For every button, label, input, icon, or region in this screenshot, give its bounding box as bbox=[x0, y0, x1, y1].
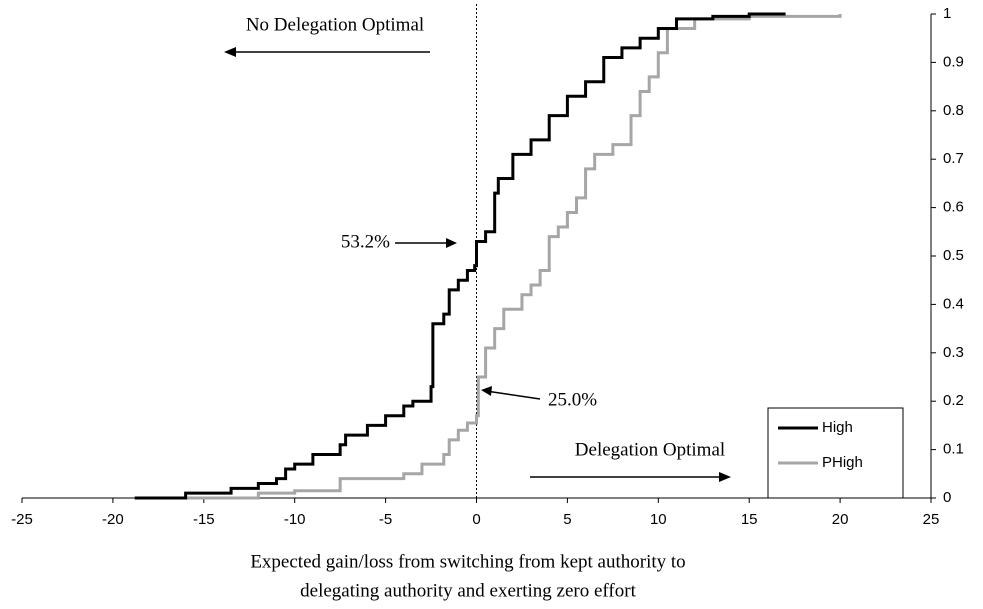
y-tick-label: 0.8 bbox=[943, 102, 964, 119]
arrow-head bbox=[224, 47, 236, 57]
legend-box bbox=[767, 407, 904, 499]
x-tick-label: 15 bbox=[741, 511, 758, 528]
y-tick-label: 0.5 bbox=[943, 247, 964, 264]
x-tick-label: 25 bbox=[923, 511, 940, 528]
annotation: 25.0% bbox=[548, 389, 597, 410]
x-tick-label: 20 bbox=[832, 511, 849, 528]
x-axis-label: delegating authority and exerting zero e… bbox=[300, 580, 636, 601]
x-tick-label: 5 bbox=[563, 511, 571, 528]
legend-label: High bbox=[822, 419, 853, 436]
legend-label: PHigh bbox=[822, 454, 863, 471]
x-axis-label: Expected gain/loss from switching from k… bbox=[250, 551, 685, 572]
annotation: 53.2% bbox=[341, 231, 390, 252]
y-tick-label: 0.9 bbox=[943, 53, 964, 70]
x-tick-label: 0 bbox=[472, 511, 480, 528]
series-line bbox=[185, 14, 842, 500]
x-tick-label: -25 bbox=[11, 511, 33, 528]
y-tick-label: 0.3 bbox=[943, 344, 964, 361]
x-tick-label: -15 bbox=[193, 511, 215, 528]
x-tick-label: -20 bbox=[102, 511, 124, 528]
x-tick-label: -10 bbox=[284, 511, 306, 528]
y-tick-label: 0.2 bbox=[943, 392, 964, 409]
annotation: Delegation Optimal bbox=[575, 439, 725, 460]
y-tick-label: 0.4 bbox=[943, 295, 964, 312]
series-line bbox=[134, 12, 786, 500]
y-tick-label: 0 bbox=[943, 489, 951, 506]
annotation: No Delegation Optimal bbox=[246, 14, 424, 35]
x-tick-label: -5 bbox=[379, 511, 392, 528]
y-tick-label: 1 bbox=[943, 5, 951, 22]
x-tick-label: 10 bbox=[650, 511, 667, 528]
y-tick-label: 0.1 bbox=[943, 441, 964, 458]
y-tick-label: 0.6 bbox=[943, 199, 964, 216]
arrow-head bbox=[446, 238, 457, 248]
arrow bbox=[485, 390, 541, 400]
y-tick-label: 0.7 bbox=[943, 150, 964, 167]
arrow-head bbox=[481, 386, 492, 396]
arrow-head bbox=[719, 472, 731, 482]
